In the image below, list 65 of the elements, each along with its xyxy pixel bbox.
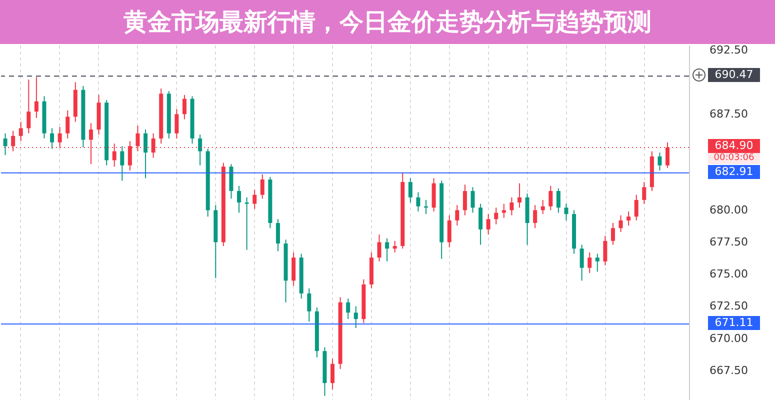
candlestick [66,110,70,139]
candlestick [377,234,382,262]
candlestick [478,203,483,246]
candlestick [556,188,560,214]
candlestick [455,204,460,226]
ref-line-label: 684.90 [708,139,760,154]
y-tick-label: 672.50 [710,300,748,313]
candlestick [486,214,490,236]
candlestick [634,194,638,221]
candlestick [502,203,506,218]
candlestick [540,199,545,215]
y-tick-label: 680.00 [710,204,748,217]
candlestick [580,244,584,282]
candlestick [3,132,8,156]
ref-line-label: 682.91 [708,164,760,179]
candlestick [470,186,475,214]
candlestick [595,253,600,272]
candlestick [548,185,553,211]
candlestick [292,252,296,286]
candlestick [510,196,514,216]
candlestick [34,76,38,118]
candlestick [517,182,522,208]
candlestick [198,134,202,166]
chart-title: 黄金市场最新行情，今日金价走势分析与趋势预测 [0,0,775,44]
candlestick [618,214,623,232]
y-tick-label: 692.50 [710,44,748,57]
candlestick [603,235,608,266]
candlestick [26,79,31,134]
candlestick [416,192,420,212]
candlestick [533,204,538,229]
candlestick [174,108,179,139]
ref-line-label: 690.47 [708,68,760,82]
candlestick [330,358,335,390]
y-tick-label: 675.00 [710,268,748,281]
candlestick [252,189,257,210]
candlestick [658,152,662,171]
candlestick [144,129,148,179]
candlestick [462,184,467,216]
candlestick [237,185,242,214]
candlestick [50,128,54,150]
candlestick [392,240,397,253]
candlestick [354,306,358,329]
candlestick [276,218,280,252]
candlestick [260,174,264,200]
candlestick [307,288,312,322]
y-tick-label: 667.50 [710,364,748,377]
candlestick [564,203,568,221]
candlestick [120,146,124,182]
candlestick [408,178,412,204]
y-tick-label: 677.50 [710,236,748,249]
candlestick [626,210,631,226]
candlestick [346,298,350,320]
candlestick [182,94,186,120]
y-tick-label: 687.50 [710,108,748,121]
candlestick [447,214,452,248]
candlestick [244,196,249,250]
text: 00:03:06 [708,153,760,164]
candlestick [18,121,23,142]
candlestick [610,222,615,246]
y-tick-label: 670.00 [710,332,748,345]
candlestick [494,207,498,225]
ref-line-label: 671.11 [708,316,760,330]
candlestick [385,238,390,262]
candlestick [642,182,646,204]
candlestick [588,252,592,274]
